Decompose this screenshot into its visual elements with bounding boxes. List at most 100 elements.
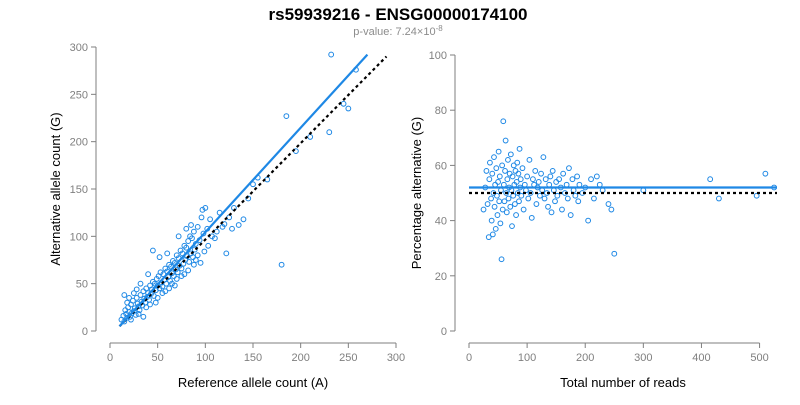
data-point: [205, 242, 212, 249]
data-point: [147, 301, 153, 308]
data-point: [503, 190, 510, 196]
data-point: [542, 176, 549, 183]
data-point: [605, 201, 612, 207]
data-point: [491, 154, 497, 161]
x-tick-label: 0: [466, 352, 472, 364]
data-point: [753, 192, 760, 199]
data-point: [525, 195, 532, 202]
data-point: [199, 206, 206, 213]
y-axis-label: Percentage alternative (G): [409, 117, 424, 269]
y-tick-label: 100: [70, 231, 88, 243]
data-point: [512, 201, 518, 207]
data-point: [235, 222, 242, 228]
data-point: [183, 225, 190, 232]
y-tick-label: 20: [435, 271, 447, 283]
data-point: [715, 195, 722, 202]
data-point: [133, 294, 140, 301]
data-point: [152, 299, 159, 306]
data-point: [536, 192, 543, 199]
data-point: [194, 252, 201, 259]
data-point: [547, 173, 554, 180]
data-point: [574, 173, 580, 180]
data-point: [535, 179, 542, 185]
data-point: [175, 233, 182, 240]
data-point: [328, 51, 335, 58]
data-point: [226, 214, 233, 221]
data-point: [162, 288, 169, 295]
data-point: [185, 267, 192, 274]
data-point: [493, 165, 500, 172]
x-tick-label: 300: [387, 352, 405, 364]
fit-line: [118, 53, 369, 328]
data-point: [163, 280, 170, 287]
y-tick-label: 200: [70, 137, 88, 149]
data-point: [545, 203, 551, 210]
data-point: [485, 234, 492, 241]
data-point: [201, 248, 208, 255]
y-tick-label: 150: [70, 184, 88, 196]
data-point: [538, 170, 544, 177]
data-point: [189, 235, 195, 242]
data-point: [495, 148, 502, 155]
data-point: [495, 179, 501, 185]
data-point: [207, 216, 214, 223]
data-point: [145, 271, 152, 278]
data-point: [541, 195, 548, 202]
data-point: [223, 250, 230, 257]
data-point: [497, 220, 504, 227]
data-point: [496, 173, 503, 180]
data-point: [326, 129, 333, 136]
data-point: [219, 223, 226, 230]
data-point: [575, 198, 582, 205]
y-tick-label: 0: [441, 326, 447, 338]
data-point: [608, 206, 615, 213]
data-point: [307, 134, 314, 140]
data-point: [588, 176, 594, 183]
x-tick-label: 50: [152, 352, 164, 364]
data-point: [515, 170, 522, 177]
x-tick-label: 200: [291, 352, 309, 364]
data-point: [192, 257, 199, 263]
x-tick-label: 200: [576, 352, 594, 364]
data-point: [345, 105, 352, 112]
scatter-panel-percentage: 0 100 200 300 400 500 0 20 40 60 80 100 Total number…: [409, 50, 777, 390]
data-point: [156, 254, 163, 261]
data-point: [488, 217, 495, 224]
x-tick-label: 250: [339, 352, 357, 364]
data-point: [505, 195, 512, 202]
data-point: [483, 168, 490, 174]
data-point: [140, 313, 147, 320]
data-point: [135, 311, 142, 317]
data-point: [567, 212, 574, 218]
data-point: [137, 280, 144, 287]
data-point: [762, 170, 769, 177]
data-point: [198, 214, 205, 221]
data-point: [154, 294, 161, 301]
data-point: [126, 294, 132, 301]
data-point: [130, 290, 137, 297]
data-point: [518, 192, 525, 199]
data-point: [507, 151, 514, 158]
data-point: [498, 256, 505, 263]
x-axis-label: Total number of reads: [560, 375, 686, 390]
data-point: [514, 190, 521, 196]
data-point: [493, 192, 500, 199]
data-point: [506, 170, 513, 177]
reference-line: [118, 55, 388, 328]
data-point: [185, 238, 192, 244]
data-point: [509, 223, 515, 230]
data-point: [489, 231, 496, 238]
data-point: [487, 159, 493, 166]
data-point: [183, 244, 190, 251]
data-point: [190, 228, 197, 235]
data-point: [194, 223, 201, 230]
data-point: [486, 176, 493, 183]
data-point: [250, 181, 256, 188]
data-point: [136, 307, 143, 314]
data-point: [513, 179, 520, 185]
data-point: [488, 195, 494, 202]
data-point: [191, 246, 198, 253]
subtitle-exponent: -8: [436, 24, 444, 33]
data-point: [532, 168, 539, 174]
x-tick-label: 150: [244, 352, 262, 364]
